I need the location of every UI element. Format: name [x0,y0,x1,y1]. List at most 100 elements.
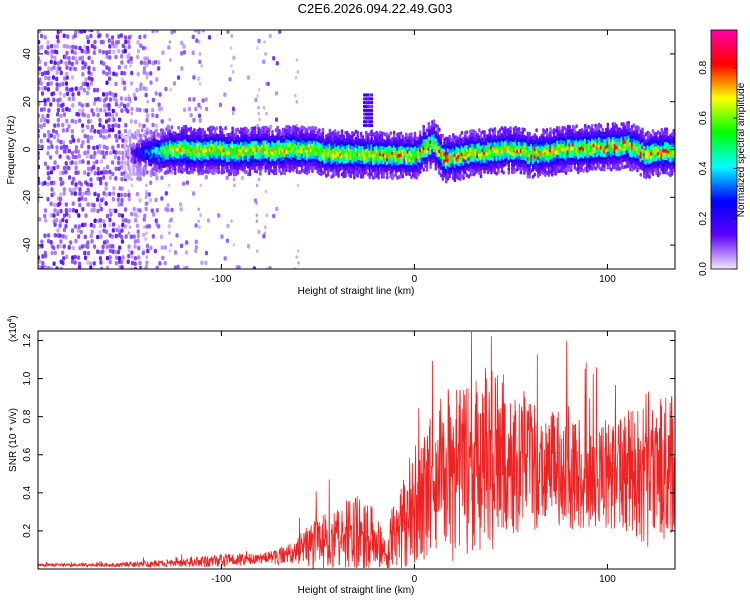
heatmap-cell [112,222,116,227]
heatmap-cell [326,172,330,177]
heatmap-cell [228,77,232,82]
heatmap-cell [47,108,51,113]
heatmap-cell [265,111,268,116]
heatmap-cell [145,189,148,194]
y-tick-label: 0 [22,146,33,152]
heatmap-cell [87,30,91,33]
heatmap-cell [98,229,102,235]
heatmap-cell [38,39,41,45]
heatmap-cell [365,108,368,113]
heatmap-cell [119,33,123,38]
heatmap-cell [123,142,127,147]
heatmap-cell [432,126,436,131]
heatmap-cell [109,150,113,156]
heatmap-cell [157,224,161,229]
heatmap-cell [226,223,230,229]
heatmap-cell [151,107,155,113]
heatmap-cell [137,255,141,260]
heatmap-cell [256,249,259,253]
heatmap-cell [172,81,177,86]
heatmap-cell [61,250,65,255]
heatmap-cell [648,174,651,179]
heatmap-cell [107,106,111,112]
heatmap-cell [43,70,47,76]
heatmap-cell [149,80,153,85]
heatmap-cell [129,234,133,239]
heatmap-cell [321,127,325,132]
heatmap-cell [615,123,618,128]
heatmap-cell [274,91,279,96]
heatmap-cell [194,223,198,228]
heatmap-cell [639,172,643,177]
heatmap-cell [71,154,75,160]
heatmap-cell [121,222,125,228]
heatmap-cell [267,171,271,176]
heatmap-cell [168,231,171,235]
heatmap-cell [77,154,81,159]
heatmap-cell [58,171,63,176]
heatmap-cell [166,207,170,213]
heatmap-cell [147,129,151,134]
heatmap-cell [102,175,106,180]
heatmap-cell [145,231,148,235]
heatmap-cell [104,135,109,140]
heatmap-cell [127,39,131,45]
heatmap-cell [448,134,451,139]
heatmap-cell [585,129,589,134]
heatmap-cell [59,192,63,197]
heatmap-cell [96,149,100,154]
heatmap-cell [139,265,143,269]
heatmap-cell [528,174,531,179]
heatmap-cell [101,39,105,45]
heatmap-cell [96,193,100,198]
heatmap-cell [105,80,109,85]
heatmap-cell [103,108,107,113]
heatmap-cell [366,97,370,101]
heatmap-cell [78,187,82,192]
heatmap-cell [56,244,60,249]
heatmap-cell [120,192,124,198]
heatmap-cell [189,126,193,131]
heatmap-cell [80,143,84,149]
heatmap-cell [86,182,90,187]
heatmap-cell [55,145,59,150]
heatmap-cell [93,97,98,102]
heatmap-cell [368,120,372,124]
heatmap-cell [114,233,118,239]
x-tick-label: 100 [599,574,616,585]
heatmap-cell [157,66,161,71]
heatmap-cell [198,40,201,44]
heatmap-cell [127,159,130,164]
heatmap-cell [385,171,389,176]
heatmap-cell [92,101,96,106]
heatmap-cell [59,239,63,244]
heatmap-cell [232,177,236,182]
heatmap-cell [233,183,236,188]
heatmap-cell [105,54,109,59]
heatmap-cell [76,170,80,175]
heatmap-cell [43,264,47,269]
heatmap-cell [82,87,86,93]
heatmap-cell [168,40,172,44]
y-tick-label: -20 [22,190,33,205]
heatmap-cell [59,113,63,119]
heatmap-cell [134,159,137,164]
heatmap-cell [93,129,97,134]
heatmap-cell [56,108,60,113]
heatmap-cell [49,213,53,218]
heatmap-cell [46,87,51,92]
heatmap-cell [81,222,85,228]
heatmap-cell [86,202,90,207]
heatmap-cell [74,160,78,166]
heatmap-cell [95,107,99,112]
heatmap-cell [117,65,121,70]
colorbar-label: Normalized spectral amplitude [736,82,747,217]
heatmap-cell [49,266,53,269]
heatmap-cell [108,191,112,197]
heatmap-cell [120,101,124,107]
y-tick-label: 20 [22,96,33,108]
heatmap-cell [129,59,133,65]
snr-y-multiplier: (x104) [7,315,19,342]
heatmap-cell [135,107,139,112]
